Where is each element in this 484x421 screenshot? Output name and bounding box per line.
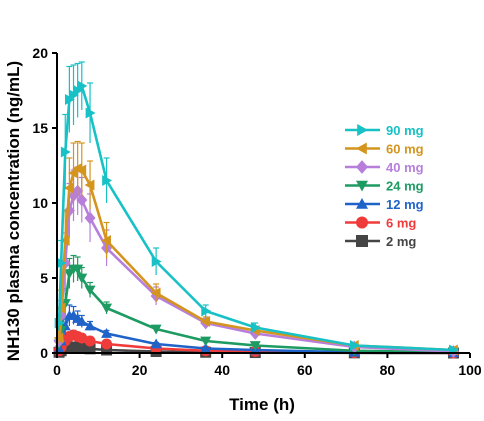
- legend-label: 40 mg: [386, 160, 424, 175]
- data-point: [249, 341, 261, 351]
- legend-label: 6 mg: [386, 216, 416, 231]
- data-point: [84, 320, 96, 331]
- legend-item: 40 mg: [345, 160, 424, 175]
- data-point: [84, 179, 95, 191]
- series-line: [57, 84, 454, 352]
- legend: 90 mg 60 mg 40 mg 24 mg 12 mg 6 mg 2 mg: [345, 123, 424, 249]
- data-point: [102, 175, 113, 186]
- x-tick-label: 40: [214, 362, 230, 378]
- y-axis-title: NH130 plasma concentration (ng/mL): [4, 61, 23, 361]
- legend-marker: [356, 198, 368, 209]
- legend-item: 12 mg: [345, 197, 424, 212]
- data-point: [150, 338, 162, 349]
- y-tick-label: 5: [40, 270, 48, 286]
- legend-marker: [356, 216, 368, 229]
- data-point: [76, 273, 88, 284]
- legend-label: 2 mg: [386, 234, 416, 249]
- x-tick-label: 20: [132, 362, 148, 378]
- data-point: [63, 182, 74, 194]
- series-line: [57, 267, 454, 354]
- legend-label: 60 mg: [386, 142, 424, 157]
- data-point: [56, 257, 67, 269]
- legend-item: 60 mg: [345, 142, 424, 157]
- x-tick-label: 80: [380, 362, 396, 378]
- data-point: [201, 305, 212, 317]
- legend-item: 6 mg: [345, 216, 416, 231]
- data-point: [84, 285, 96, 296]
- legend-item: 24 mg: [345, 179, 424, 194]
- legend-label: 90 mg: [386, 123, 424, 138]
- data-point: [76, 164, 87, 176]
- data-point: [72, 264, 84, 275]
- y-tick-label: 20: [32, 45, 48, 61]
- legend-marker: [357, 124, 368, 136]
- legend-label: 24 mg: [386, 179, 424, 194]
- data-point: [151, 256, 162, 267]
- data-point: [101, 344, 113, 356]
- data-point: [76, 332, 88, 344]
- data-point: [76, 342, 88, 354]
- x-tick-label: 60: [297, 362, 313, 378]
- data-point: [101, 328, 113, 338]
- x-tick-label: 100: [458, 362, 482, 378]
- data-point: [60, 146, 71, 158]
- legend-item: 90 mg: [345, 123, 424, 138]
- data-point: [101, 338, 113, 350]
- legend-item: 2 mg: [345, 234, 416, 249]
- data-point: [85, 107, 96, 119]
- x-axis-title: Time (h): [229, 395, 295, 414]
- series-line: [57, 189, 454, 353]
- data-point: [76, 193, 88, 207]
- series-24mg: [53, 254, 459, 358]
- legend-marker: [356, 235, 368, 247]
- x-axis-ticks: 0 20 40 60 80 100: [53, 353, 482, 378]
- data-point: [59, 235, 70, 246]
- data-point: [200, 316, 211, 327]
- data-point: [200, 336, 212, 347]
- data-point: [200, 343, 212, 353]
- legend-label: 12 mg: [386, 197, 424, 212]
- x-tick-label: 0: [53, 362, 61, 378]
- data-point: [150, 287, 161, 299]
- data-point: [101, 235, 111, 246]
- data-point: [76, 316, 88, 326]
- legend-marker: [356, 180, 368, 192]
- legend-marker: [356, 142, 367, 155]
- y-tick-label: 10: [32, 195, 48, 211]
- data-point: [150, 324, 162, 335]
- data-point: [77, 80, 88, 92]
- y-axis-ticks: 0 5 10 15 20: [32, 45, 57, 361]
- series-line: [57, 167, 454, 352]
- y-tick-label: 0: [40, 345, 48, 361]
- y-tick-label: 15: [32, 120, 48, 136]
- series-90mg: [54, 61, 459, 356]
- data-point: [53, 332, 64, 344]
- data-point: [101, 303, 113, 314]
- data-point: [250, 322, 261, 333]
- data-point: [84, 335, 96, 347]
- legend-marker: [356, 160, 368, 174]
- data-point: [349, 340, 360, 351]
- data-point: [84, 343, 96, 355]
- data-point: [84, 211, 96, 225]
